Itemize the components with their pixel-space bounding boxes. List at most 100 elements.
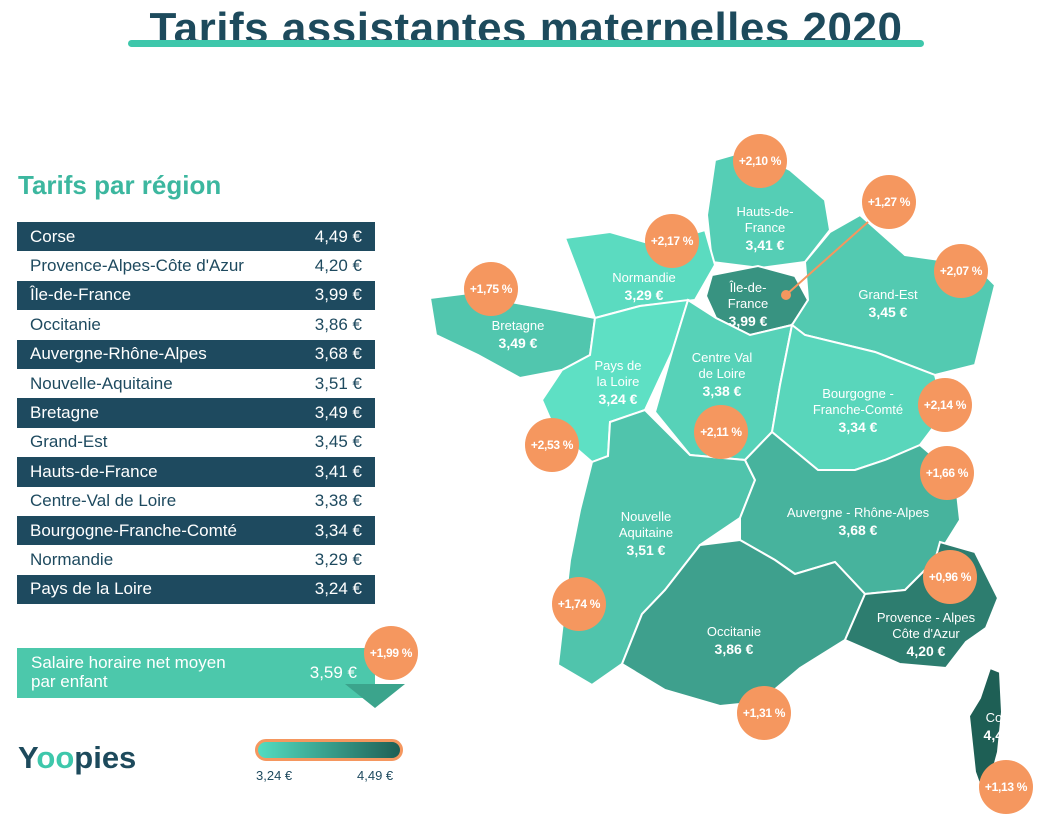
- region-name-idf: Île-de-: [729, 280, 767, 295]
- change-badge-pdl: +2,53 %: [525, 418, 579, 472]
- row-value: 3,24 €: [314, 579, 362, 599]
- region-name-occ: Occitanie: [707, 624, 761, 639]
- row-value: 3,68 €: [314, 344, 362, 364]
- average-box-ribbon: [345, 684, 405, 708]
- region-name-ge: Grand-Est: [858, 287, 918, 302]
- region-value-cvl: 3,38 €: [703, 383, 742, 399]
- average-label-line2: par enfant: [31, 672, 108, 691]
- change-badge-idf: +1,27 %: [862, 175, 916, 229]
- region-name-cvl: Centre Val: [692, 350, 753, 365]
- average-change-badge: +1,99 %: [364, 626, 418, 680]
- change-badge-cvl: +2,11 %: [694, 405, 748, 459]
- section-subtitle: Tarifs par région: [18, 170, 222, 200]
- region-value-norm: 3,29 €: [625, 287, 664, 303]
- row-value: 3,49 €: [314, 403, 362, 423]
- region-name-na: Aquitaine: [619, 525, 673, 540]
- row-region: Grand-Est: [30, 432, 108, 452]
- region-value-bret: 3,49 €: [499, 335, 538, 351]
- table-row: Pays de la Loire 3,24 €: [17, 574, 375, 605]
- change-badge-ara: +1,66 %: [920, 446, 974, 500]
- table-row: Nouvelle-Aquitaine 3,51 €: [17, 368, 375, 399]
- region-value-pdl: 3,24 €: [599, 391, 638, 407]
- table-row: Grand-Est 3,45 €: [17, 427, 375, 458]
- table-row: Occitanie 3,86 €: [17, 310, 375, 340]
- region-name-ara: Auvergne - Rhône-Alpes: [787, 505, 930, 520]
- region-shape-idf: [704, 264, 810, 337]
- row-region: Pays de la Loire: [30, 579, 152, 599]
- region-name-pdl: Pays de: [595, 358, 642, 373]
- row-value: 3,29 €: [314, 549, 362, 569]
- table-row: Auvergne-Rhône-Alpes 3,68 €: [17, 339, 375, 369]
- region-value-ge: 3,45 €: [869, 304, 908, 320]
- region-name-pdl: la Loire: [597, 374, 640, 389]
- change-badge-hdf: +2,10 %: [733, 134, 787, 188]
- row-value: 3,41 €: [314, 461, 362, 481]
- row-region: Hauts-de-France: [30, 461, 158, 481]
- row-value: 3,34 €: [314, 520, 362, 540]
- change-badge-na: +1,74 %: [552, 577, 606, 631]
- region-name-corse: Corse: [986, 710, 1021, 725]
- yoopies-logo: Yoopies: [18, 740, 137, 775]
- idf-pointer-dot: [781, 290, 791, 300]
- legend-max-label: 4,49 €: [357, 768, 394, 783]
- region-name-na: Nouvelle: [621, 509, 672, 524]
- table-row: Provence-Alpes-Côte d'Azur 4,20 €: [17, 251, 375, 281]
- region-value-ara: 3,68 €: [839, 522, 878, 538]
- table-row: Centre-Val de Loire 3,38 €: [17, 486, 375, 516]
- change-badge-bfc: +2,14 %: [918, 378, 972, 432]
- title-underline: [128, 40, 924, 47]
- row-region: Île-de-France: [30, 285, 132, 305]
- change-badge-corse: +1,13 %: [979, 760, 1033, 814]
- row-region: Centre-Val de Loire: [30, 491, 177, 511]
- row-region: Nouvelle-Aquitaine: [30, 373, 173, 393]
- row-region: Auvergne-Rhône-Alpes: [30, 344, 207, 364]
- region-shape-occ: [620, 538, 867, 708]
- row-region: Corse: [30, 226, 76, 246]
- row-region: Occitanie: [30, 314, 101, 334]
- row-region: Normandie: [30, 549, 114, 569]
- color-scale-legend: [255, 739, 403, 761]
- region-name-bfc: Franche-Comté: [813, 402, 903, 417]
- region-name-hdf: France: [745, 220, 785, 235]
- row-value: 3,45 €: [314, 432, 362, 452]
- legend-min-label: 3,24 €: [256, 768, 293, 783]
- table-row: Bretagne 3,49 €: [17, 398, 375, 428]
- average-value: 3,59 €: [309, 663, 357, 682]
- row-value: 3,38 €: [314, 491, 362, 511]
- region-name-paca: Provence - Alpes: [877, 610, 976, 625]
- row-value: 4,49 €: [314, 226, 362, 246]
- table-row: Corse 4,49 €: [17, 222, 375, 252]
- region-name-hdf: Hauts-de-: [736, 204, 793, 219]
- row-value: 3,86 €: [314, 314, 362, 334]
- region-name-bret: Bretagne: [492, 318, 545, 333]
- change-badge-paca: +0,96 %: [923, 550, 977, 604]
- region-value-occ: 3,86 €: [715, 641, 754, 657]
- average-salary-box: Salaire horaire net moyen par enfant 3,5…: [17, 648, 375, 698]
- ranking-table: Corse 4,49 € Provence-Alpes-Côte d'Azur 4,2…: [17, 222, 375, 605]
- idf-pointer-line: [785, 221, 869, 296]
- average-label: Salaire horaire net moyen par enfant: [31, 653, 271, 691]
- average-label-line1: Salaire horaire net moyen: [31, 653, 226, 672]
- region-name-paca: Côte d'Azur: [892, 626, 960, 641]
- row-region: Bourgogne-Franche-Comté: [30, 520, 237, 540]
- region-value-idf: 3,99 €: [729, 313, 768, 329]
- region-value-paca: 4,20 €: [907, 643, 946, 659]
- table-row: Normandie 3,29 €: [17, 545, 375, 575]
- change-badge-occ: +1,31 %: [737, 686, 791, 740]
- change-badge-ge: +2,07 %: [934, 244, 988, 298]
- region-name-idf: France: [728, 296, 768, 311]
- row-region: Provence-Alpes-Côte d'Azur: [30, 256, 244, 276]
- row-region: Bretagne: [30, 403, 99, 423]
- region-name-bfc: Bourgogne -: [822, 386, 894, 401]
- table-row: Hauts-de-France 3,41 €: [17, 457, 375, 487]
- row-value: 3,51 €: [314, 373, 362, 393]
- change-badge-norm: +2,17 %: [645, 214, 699, 268]
- row-value: 3,99 €: [314, 285, 362, 305]
- row-value: 4,20 €: [314, 256, 362, 276]
- region-value-bfc: 3,34 €: [839, 419, 878, 435]
- region-value-na: 3,51 €: [627, 542, 666, 558]
- region-value-hdf: 3,41 €: [746, 237, 785, 253]
- table-row: Bourgogne-Franche-Comté 3,34 €: [17, 515, 375, 546]
- region-name-norm: Normandie: [612, 270, 676, 285]
- table-row: Île-de-France 3,99 €: [17, 280, 375, 311]
